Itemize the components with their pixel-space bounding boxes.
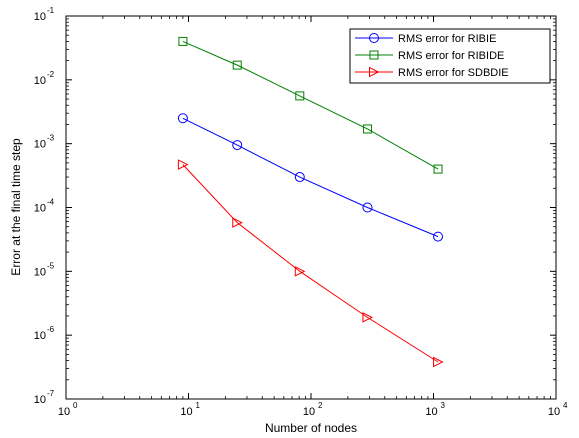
y-tick-label: 10-6 xyxy=(34,325,55,342)
marker-triangle xyxy=(362,312,374,323)
marker-square xyxy=(178,36,188,46)
marker-triangle xyxy=(369,66,380,78)
x-tick-exponent: 2 xyxy=(318,401,323,410)
marker-circle xyxy=(232,140,243,151)
y-axis-label: Error at the final time step xyxy=(9,138,23,276)
y-tick-base: 10 xyxy=(34,330,46,342)
marker-square xyxy=(232,60,242,70)
x-tick-exponent: 3 xyxy=(441,401,446,410)
y-tick-exponent: -2 xyxy=(47,70,55,79)
marker-triangle xyxy=(232,217,243,228)
legend-entry: RMS error for RIBIE xyxy=(355,33,496,45)
x-tick-base: 10 xyxy=(180,406,192,418)
legend-entry: RMS error for SDBDIE xyxy=(355,66,509,79)
y-tick-exponent: -3 xyxy=(47,134,55,143)
series-line xyxy=(182,40,439,170)
x-axis-label: Number of nodes xyxy=(265,421,357,435)
legend-label: RMS error for RIBIE xyxy=(398,33,496,45)
y-tick-label: 10-3 xyxy=(34,134,55,151)
marker-circle xyxy=(369,33,379,43)
x-tick-base: 10 xyxy=(58,406,70,418)
y-tick-label: 10-5 xyxy=(34,261,55,278)
x-tick-label: 100 xyxy=(58,401,78,418)
plot-frame xyxy=(65,15,557,400)
legend-entry: RMS error for RIBIDE xyxy=(355,50,504,62)
series-layer xyxy=(177,36,444,368)
x-tick-exponent: 1 xyxy=(196,401,201,410)
marker-circle xyxy=(433,231,444,242)
y-tick-base: 10 xyxy=(34,203,46,215)
series-line xyxy=(182,117,439,238)
y-tick-base: 10 xyxy=(34,394,46,406)
legend: RMS error for RIBIE RMS error for RIBIDE R… xyxy=(349,28,551,84)
y-tick-label: 10-1 xyxy=(34,6,55,23)
marker-triangle xyxy=(433,356,444,368)
y-tick-exponent: -7 xyxy=(47,389,55,398)
y-tick-labels: 10-710-610-510-410-310-210-1 xyxy=(34,6,55,406)
x-tick-label: 102 xyxy=(303,401,323,418)
x-tick-exponent: 4 xyxy=(563,401,568,410)
marker-circle xyxy=(294,172,305,183)
x-tick-base: 10 xyxy=(548,406,560,418)
y-tick-exponent: -1 xyxy=(47,6,55,15)
marker-triangle xyxy=(294,266,306,277)
y-tick-exponent: -5 xyxy=(47,261,55,270)
series-2 xyxy=(178,36,443,174)
y-tick-base: 10 xyxy=(34,75,46,87)
x-tick-label: 10 3 xyxy=(425,401,445,418)
x-tick-exponent: 0 xyxy=(73,401,78,410)
series-1 xyxy=(177,113,444,242)
x-tick-label: 104 xyxy=(548,401,568,418)
legend-label: RMS error for SDBDIE xyxy=(398,67,509,79)
marker-circle xyxy=(177,113,188,124)
marker-square xyxy=(433,164,443,174)
marker-square xyxy=(295,91,305,101)
marker-square xyxy=(369,50,379,60)
y-tick-base: 10 xyxy=(34,139,46,151)
y-tick-label: 10-4 xyxy=(34,198,55,215)
series-3 xyxy=(177,159,444,368)
legend-label: RMS error for RIBIDE xyxy=(398,50,504,62)
y-tick-label: 10-2 xyxy=(34,70,55,87)
y-tick-base: 10 xyxy=(34,11,46,23)
y-tick-base: 10 xyxy=(34,266,46,278)
y-tick-label: 10-7 xyxy=(34,389,55,406)
x-tick-base: 10 xyxy=(303,406,315,418)
y-tick-exponent: -4 xyxy=(47,198,55,207)
x-tick-label: 10 1 xyxy=(180,401,200,418)
marker-square xyxy=(362,124,372,134)
x-tick-base: 10 xyxy=(425,406,437,418)
series-line xyxy=(182,164,439,363)
marker-triangle xyxy=(177,159,189,170)
marker-circle xyxy=(362,202,373,213)
y-tick-exponent: -6 xyxy=(47,325,55,334)
